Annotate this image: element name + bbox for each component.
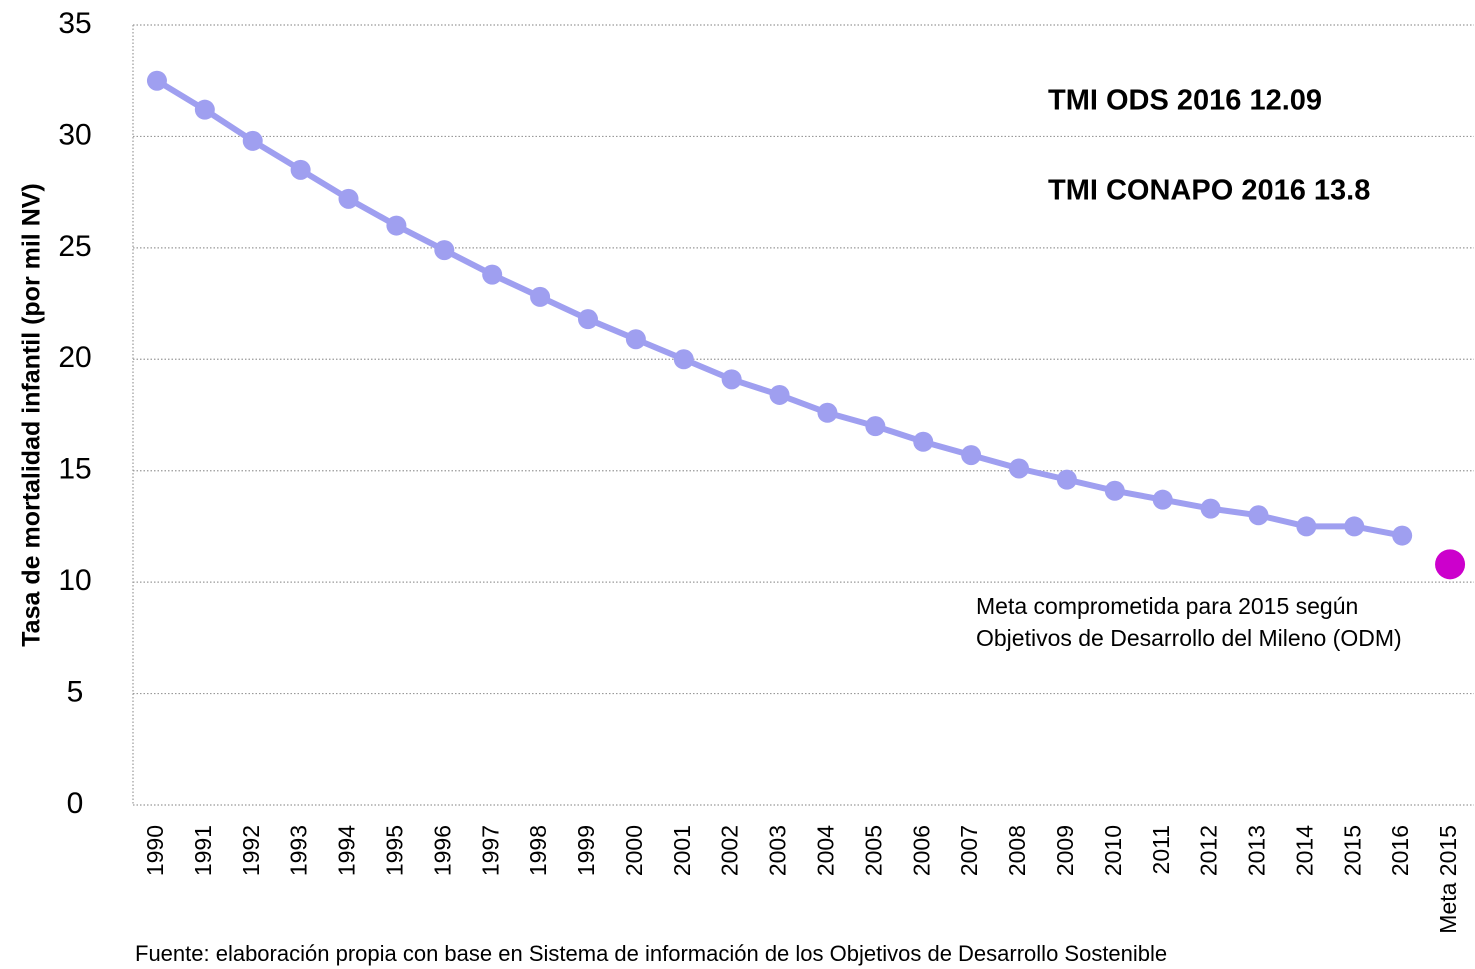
x-tick-label: 1998	[525, 825, 551, 876]
series-line	[155, 78, 1403, 539]
data-point	[1248, 505, 1269, 526]
data-point	[194, 99, 215, 120]
x-tick-label: 2012	[1196, 825, 1222, 876]
x-tick-label: 2002	[717, 825, 743, 876]
data-point	[769, 384, 790, 405]
x-tick-label: 1994	[334, 825, 360, 876]
x-tick-label: 2016	[1387, 825, 1413, 876]
data-point	[913, 431, 934, 452]
data-point	[1296, 516, 1317, 537]
y-tick-label: 30	[58, 118, 91, 151]
data-point	[673, 349, 694, 370]
data-point	[338, 188, 359, 209]
x-tick-label: 1991	[190, 825, 216, 876]
y-tick-label: 10	[58, 564, 91, 597]
y-tick-label: 15	[58, 453, 91, 486]
y-tick-label: 25	[58, 230, 91, 263]
data-point	[961, 445, 982, 466]
x-tick-label: 2001	[669, 825, 695, 876]
x-tick-label: 2007	[956, 825, 982, 876]
x-tick-label: 2003	[765, 825, 791, 876]
source-note: Fuente: elaboración propia con base en S…	[135, 941, 1167, 966]
data-point	[1152, 489, 1173, 510]
x-tick-label: 2013	[1244, 825, 1270, 876]
data-point	[1104, 480, 1125, 501]
x-tick-label: 1999	[573, 825, 599, 876]
y-tick-label: 0	[67, 787, 84, 820]
y-tick-label: 35	[58, 7, 91, 40]
data-point	[530, 286, 551, 307]
x-tick-label: 1997	[477, 825, 503, 876]
data-point	[1344, 516, 1365, 537]
data-point	[434, 240, 455, 261]
x-tick-label: 1993	[286, 825, 312, 876]
x-tick-label: 1995	[381, 825, 407, 876]
x-tick-label: 2009	[1052, 825, 1078, 876]
x-tick-label: 2006	[908, 825, 934, 876]
x-tick-label: 1992	[238, 825, 264, 876]
data-point	[625, 329, 646, 350]
x-tick-label: 1996	[429, 825, 455, 876]
annotation: TMI ODS 2016 12.09	[1048, 85, 1322, 117]
data-point	[1056, 469, 1077, 490]
x-tick-label: 2015	[1339, 825, 1365, 876]
data-point	[482, 264, 503, 285]
data-point	[386, 215, 407, 236]
meta-note: Objetivos de Desarrollo del Mileno (ODM)	[976, 625, 1402, 651]
y-tick-label: 20	[58, 341, 91, 374]
annotation: TMI CONAPO 2016 13.8	[1048, 175, 1370, 207]
data-point	[146, 70, 167, 91]
x-tick-label: 2008	[1004, 825, 1030, 876]
y-tick-label: 5	[67, 675, 84, 708]
y-axis-label: Tasa de mortalidad infantil (por mil NV)	[18, 183, 46, 646]
x-tick-label: 2005	[860, 825, 886, 876]
x-tick-label: 2000	[621, 825, 647, 876]
x-tick-label: 2004	[813, 825, 839, 876]
data-point	[1392, 525, 1413, 546]
data-point	[1435, 549, 1466, 580]
data-point	[817, 402, 838, 423]
x-tick-label: 2011	[1148, 825, 1174, 874]
x-tick-label: 2014	[1291, 825, 1317, 876]
data-point	[1009, 458, 1030, 479]
x-tick-label: 2010	[1100, 825, 1126, 876]
x-tick-label: 1990	[142, 825, 168, 876]
data-point	[1200, 498, 1221, 519]
data-point	[290, 159, 311, 180]
data-point	[865, 416, 886, 437]
data-point	[242, 130, 263, 151]
x-tick-label: Meta 2015	[1435, 825, 1461, 934]
data-point	[577, 309, 598, 330]
data-point	[721, 369, 742, 390]
meta-note: Meta comprometida para 2015 según	[976, 593, 1358, 619]
